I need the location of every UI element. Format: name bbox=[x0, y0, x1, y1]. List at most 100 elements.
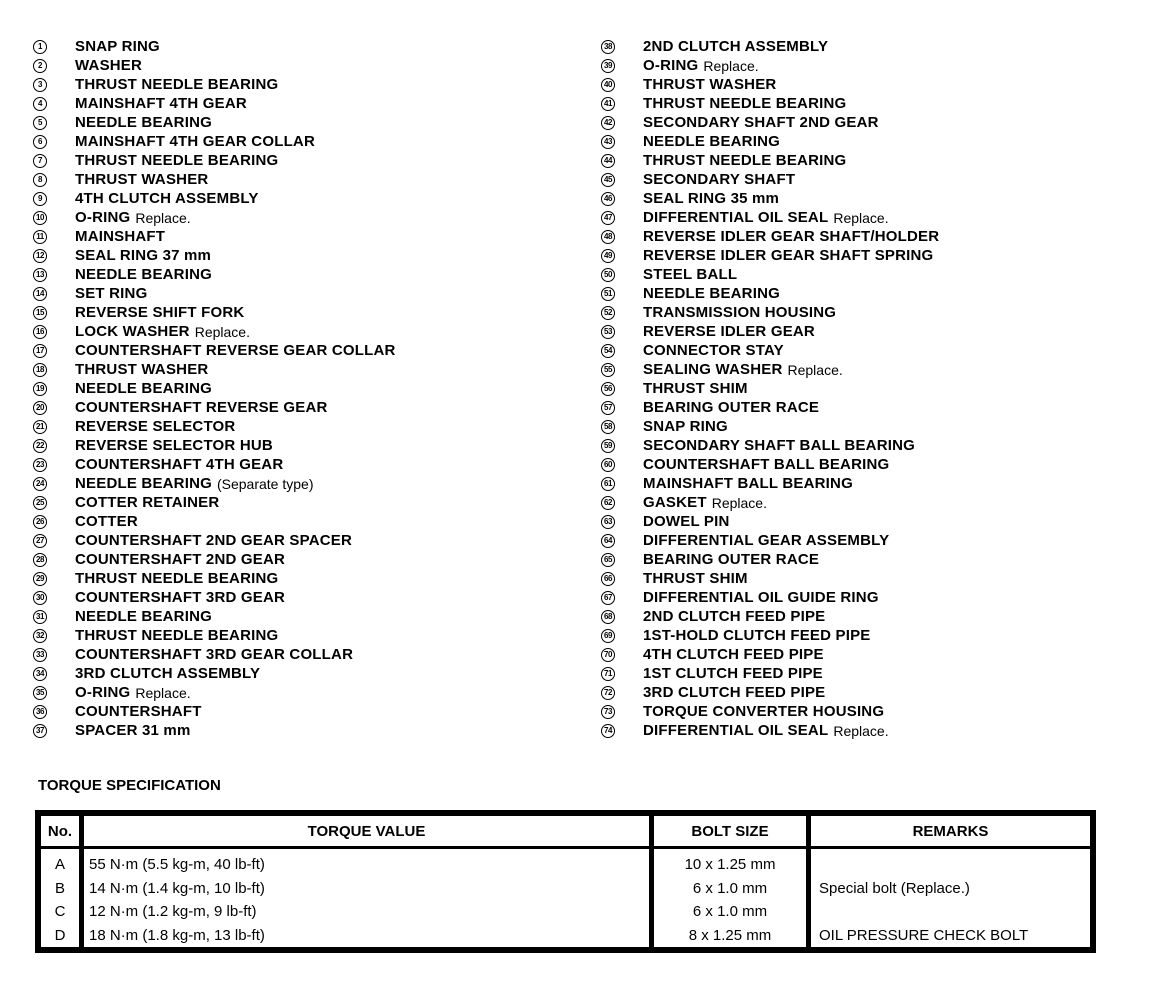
part-name: THRUST NEEDLE BEARING bbox=[643, 95, 847, 112]
parts-list-item: 34 3RD CLUTCH ASSEMBLY bbox=[33, 664, 396, 683]
parts-list-item: 74 DIFFERENTIAL OIL SEAL Replace. bbox=[601, 721, 939, 740]
part-name: REVERSE SELECTOR bbox=[75, 418, 236, 435]
circled-number: 39 bbox=[601, 58, 615, 73]
circled-number: 52 bbox=[601, 305, 615, 320]
circled-number: 11 bbox=[33, 229, 47, 244]
circled-number: 18 bbox=[33, 362, 47, 377]
circled-number: 71 bbox=[601, 666, 615, 681]
circled-number: 8 bbox=[33, 172, 47, 187]
part-name: NEEDLE BEARING bbox=[75, 380, 212, 397]
parts-list-item: 1 SNAP RING bbox=[33, 37, 396, 56]
part-name: WASHER bbox=[75, 57, 143, 74]
parts-list-item: 54 CONNECTOR STAY bbox=[601, 341, 939, 360]
parts-list-item: 59 SECONDARY SHAFT BALL BEARING bbox=[601, 436, 939, 455]
parts-list-item: 45 SECONDARY SHAFT bbox=[601, 170, 939, 189]
parts-list-item: 27 COUNTERSHAFT 2ND GEAR SPACER bbox=[33, 531, 396, 550]
parts-list-item: 33 COUNTERSHAFT 3RD GEAR COLLAR bbox=[33, 645, 396, 664]
circled-number: 67 bbox=[601, 590, 615, 605]
circled-number: 68 bbox=[601, 609, 615, 624]
circled-number: 65 bbox=[601, 552, 615, 567]
part-name: O-RING bbox=[75, 209, 131, 226]
circled-number: 46 bbox=[601, 191, 615, 206]
part-name: CONNECTOR STAY bbox=[643, 342, 784, 359]
part-name: COUNTERSHAFT BALL BEARING bbox=[643, 456, 890, 473]
torque-spec-table: No. TORQUE VALUE BOLT SIZE REMARKS A 55 N… bbox=[35, 810, 1096, 953]
parts-list-item: 16 LOCK WASHER Replace. bbox=[33, 322, 396, 341]
cell-no: A bbox=[38, 847, 84, 877]
parts-list-item: 51 NEEDLE BEARING bbox=[601, 284, 939, 303]
circled-number: 45 bbox=[601, 172, 615, 187]
parts-list-item: 12 SEAL RING 37 mm bbox=[33, 246, 396, 265]
parts-list-item: 17 COUNTERSHAFT REVERSE GEAR COLLAR bbox=[33, 341, 396, 360]
circled-number: 36 bbox=[33, 704, 47, 719]
parts-list-item: 47 DIFFERENTIAL OIL SEAL Replace. bbox=[601, 208, 939, 227]
part-name: THRUST NEEDLE BEARING bbox=[643, 152, 847, 169]
part-name: DIFFERENTIAL OIL SEAL bbox=[643, 209, 829, 226]
circled-number: 55 bbox=[601, 362, 615, 377]
parts-list-item: 7 THRUST NEEDLE BEARING bbox=[33, 151, 396, 170]
circled-number: 66 bbox=[601, 571, 615, 586]
parts-list-item: 9 4TH CLUTCH ASSEMBLY bbox=[33, 189, 396, 208]
circled-number: 34 bbox=[33, 666, 47, 681]
parts-list-item: 6 MAINSHAFT 4TH GEAR COLLAR bbox=[33, 132, 396, 151]
circled-number: 50 bbox=[601, 267, 615, 282]
part-name: COUNTERSHAFT REVERSE GEAR COLLAR bbox=[75, 342, 396, 359]
parts-list-item: 5 NEEDLE BEARING bbox=[33, 113, 396, 132]
part-name: THRUST NEEDLE BEARING bbox=[75, 570, 279, 587]
cell-remarks: OIL PRESSURE CHECK BOLT bbox=[819, 926, 1029, 944]
part-name: MAINSHAFT 4TH GEAR COLLAR bbox=[75, 133, 315, 150]
part-name: NEEDLE BEARING bbox=[643, 133, 780, 150]
circled-number: 60 bbox=[601, 457, 615, 472]
circled-number: 23 bbox=[33, 457, 47, 472]
circled-number: 9 bbox=[33, 191, 47, 206]
circled-number: 58 bbox=[601, 419, 615, 434]
circled-number: 14 bbox=[33, 286, 47, 301]
parts-list-item: 2 WASHER bbox=[33, 56, 396, 75]
parts-list-item: 25 COTTER RETAINER bbox=[33, 493, 396, 512]
part-name: THRUST NEEDLE BEARING bbox=[75, 76, 279, 93]
parts-list-item: 43 NEEDLE BEARING bbox=[601, 132, 939, 151]
table-row: B 14 N·m (1.4 kg-m, 10 lb-ft) 6 x 1.0 mm Sp… bbox=[38, 876, 1093, 901]
part-name: COUNTERSHAFT 4TH GEAR bbox=[75, 456, 284, 473]
table-header-row: No. TORQUE VALUE BOLT SIZE REMARKS bbox=[38, 813, 1093, 849]
part-name: BEARING OUTER RACE bbox=[643, 551, 820, 568]
parts-list-item: 21 REVERSE SELECTOR bbox=[33, 417, 396, 436]
cell-no: D bbox=[38, 923, 84, 950]
part-name: COTTER bbox=[75, 513, 138, 530]
header-remarks: REMARKS bbox=[808, 813, 1093, 849]
part-name: SECONDARY SHAFT BALL BEARING bbox=[643, 437, 916, 454]
part-note: Replace. bbox=[135, 684, 191, 701]
part-name: THRUST SHIM bbox=[643, 570, 748, 587]
circled-number: 26 bbox=[33, 514, 47, 529]
parts-list-item: 3 THRUST NEEDLE BEARING bbox=[33, 75, 396, 94]
parts-list-item: 15 REVERSE SHIFT FORK bbox=[33, 303, 396, 322]
circled-number: 48 bbox=[601, 229, 615, 244]
parts-list-item: 19 NEEDLE BEARING bbox=[33, 379, 396, 398]
part-name: NEEDLE BEARING bbox=[643, 285, 780, 302]
circled-number: 2 bbox=[33, 58, 47, 73]
parts-list-item: 73 TORQUE CONVERTER HOUSING bbox=[601, 702, 939, 721]
part-note: Replace. bbox=[703, 57, 759, 74]
circled-number: 40 bbox=[601, 77, 615, 92]
parts-list-item: 28 COUNTERSHAFT 2ND GEAR bbox=[33, 550, 396, 569]
circled-number: 30 bbox=[33, 590, 47, 605]
part-name: SPACER 31 mm bbox=[75, 722, 191, 739]
circled-number: 7 bbox=[33, 153, 47, 168]
parts-list-right: 38 2ND CLUTCH ASSEMBLY 39 O-RING Replace. 40 T… bbox=[601, 37, 939, 740]
parts-list-item: 56 THRUST SHIM bbox=[601, 379, 939, 398]
parts-list-item: 48 REVERSE IDLER GEAR SHAFT/HOLDER bbox=[601, 227, 939, 246]
circled-number: 29 bbox=[33, 571, 47, 586]
part-name: GASKET bbox=[643, 494, 707, 511]
parts-list-item: 58 SNAP RING bbox=[601, 417, 939, 436]
parts-list-item: 24 NEEDLE BEARING (Separate type) bbox=[33, 474, 396, 493]
cell-bolt-size: 6 x 1.0 mm bbox=[651, 900, 811, 924]
part-name: THRUST SHIM bbox=[643, 380, 748, 397]
part-name: 4TH CLUTCH ASSEMBLY bbox=[75, 190, 259, 207]
part-name: NEEDLE BEARING bbox=[75, 608, 212, 625]
parts-list-left: 1 SNAP RING 2 WASHER 3 THRUST NEEDLE BEARING 4… bbox=[33, 37, 396, 740]
circled-number: 19 bbox=[33, 381, 47, 396]
parts-list-item: 53 REVERSE IDLER GEAR bbox=[601, 322, 939, 341]
circled-number: 5 bbox=[33, 115, 47, 130]
part-name: STEEL BALL bbox=[643, 266, 738, 283]
parts-list-item: 69 1ST-HOLD CLUTCH FEED PIPE bbox=[601, 626, 939, 645]
